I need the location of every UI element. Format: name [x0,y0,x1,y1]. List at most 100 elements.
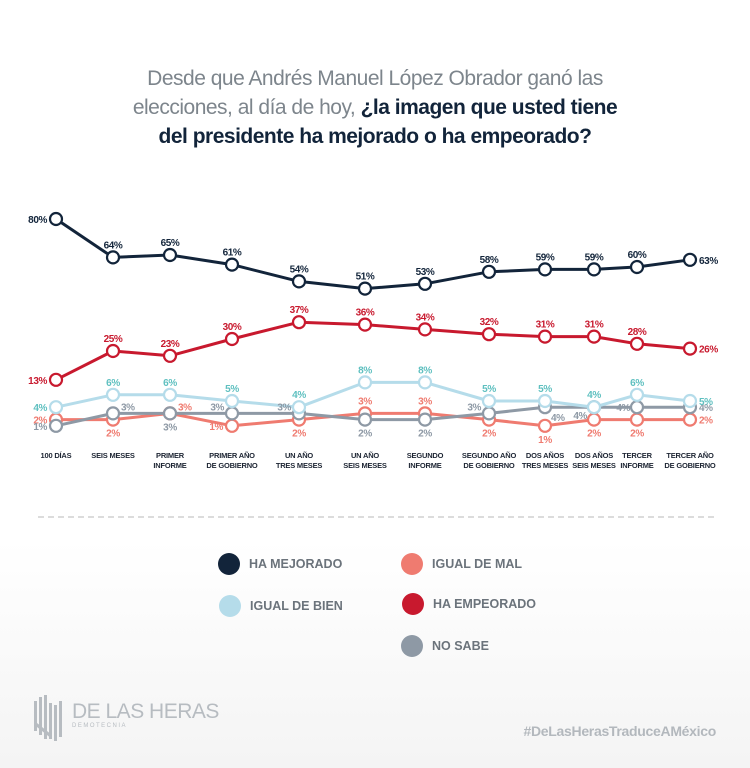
data-label-igual-de-bien: 5% [482,384,496,395]
data-label-ha-empeorado: 31% [536,320,555,331]
data-point-igual-de-bien [357,375,373,390]
logo-name: DE LAS HERAS [72,700,219,723]
legend-swatch-igual-de-bien [219,595,241,617]
data-label-igual-de-mal: 2% [587,429,601,440]
title-line-2: elecciones, al día de hoy, ¿la imagen qu… [0,93,750,122]
x-tick-label: PRIMER INFORME [153,451,186,470]
data-point-igual-de-mal [629,412,645,427]
data-label-ha-mejorado: 54% [290,264,309,275]
data-label-ha-empeorado: 30% [223,322,242,333]
legend-item-igual-de-mal: IGUAL DE MAL [401,553,522,575]
x-tick-label: SEIS MESES [91,451,135,460]
data-label-ha-mejorado: 58% [480,255,499,266]
data-point-igual-de-bien [417,375,433,390]
data-point-ha-empeorado [291,315,307,330]
data-label-igual-de-mal: 3% [418,396,432,407]
legend-label: HA EMPEORADO [433,597,537,611]
data-point-ha-empeorado [48,372,64,387]
data-point-igual-de-bien [291,400,307,415]
title-line-3: del presidente ha mejorado o ha empeorad… [0,122,750,151]
legend-item-ha-empeorado: HA EMPEORADO [402,593,536,615]
x-tick-label: UN AÑO SEIS MESES [343,451,387,470]
data-point-ha-mejorado [682,252,698,267]
x-tick-label: 100 DÍAS [41,451,72,460]
x-tick-label: DOS AÑOS SEIS MESES [572,451,616,470]
data-label-igual-de-mal: 2% [699,416,713,427]
data-label-ha-mejorado: 61% [223,248,242,259]
data-label-ha-mejorado: 51% [356,272,375,283]
data-label-igual-de-mal: 1% [538,435,552,446]
data-point-ha-mejorado [48,211,64,227]
x-tick-label: PRIMER AÑO DE GOBIERNO [206,451,258,470]
legend-swatch-ha-empeorado [402,593,424,615]
data-label-igual-de-bien: 4% [587,390,601,401]
hashtag: #DeLasHerasTraduceAMéxico [523,723,717,739]
data-point-ha-mejorado [357,281,373,296]
data-label-no-sabe: 2% [358,429,372,440]
data-point-ha-mejorado [629,259,645,275]
data-label-igual-de-mal: 2% [33,416,47,427]
data-point-ha-mejorado [105,250,121,265]
data-label-ha-mejorado: 80% [28,215,47,226]
legend-item-no-sabe: NO SABE [401,635,489,657]
title-line-1: Desde que Andrés Manuel López Obrador ga… [147,67,603,90]
legend-swatch-no-sabe [401,635,423,657]
data-point-igual-de-bien [586,400,602,415]
data-label-no-sabe: 4% [551,413,565,424]
data-point-no-sabe [357,412,373,427]
data-label-ha-mejorado: 59% [536,252,555,263]
data-label-igual-de-mal: 2% [106,429,120,440]
data-label-igual-de-bien: 8% [418,365,432,376]
data-label-ha-empeorado: 26% [699,345,718,356]
data-point-igual-de-bien [105,387,121,402]
title-line-2-bold: ¿la imagen que usted tiene [360,96,618,119]
data-point-ha-empeorado [481,327,497,342]
legend-item-ha-mejorado: HA MEJORADO [218,553,342,575]
series-line-no-sabe [55,405,690,428]
data-label-ha-empeorado: 31% [585,320,604,331]
data-point-no-sabe [105,406,121,421]
data-point-ha-mejorado [417,276,433,291]
data-label-no-sabe: 4% [573,411,587,422]
legend-label: IGUAL DE BIEN [250,599,343,613]
legend-label: HA MEJORADO [249,557,343,571]
data-point-no-sabe [224,406,240,421]
series-points [48,211,698,433]
data-label-ha-mejorado: 64% [104,240,123,251]
data-label-no-sabe: 3% [210,402,224,413]
data-point-no-sabe [162,406,178,421]
x-tick-label: SEGUNDO AÑO DE GOBIERNO [462,451,517,470]
x-tick-label: DOS AÑOS TRES MESES [522,451,569,470]
data-label-ha-empeorado: 37% [290,305,309,316]
data-label-no-sabe: 2% [418,429,432,440]
data-label-ha-empeorado: 23% [161,339,180,350]
data-label-igual-de-mal: 2% [292,429,306,440]
series-lines [55,217,691,428]
logo-mark-icon [34,695,62,741]
data-point-ha-mejorado [481,264,497,279]
data-label-no-sabe: 3% [163,422,177,433]
data-point-igual-de-mal [537,418,553,433]
data-label-igual-de-bien: 6% [106,378,120,389]
legend-item-igual-de-bien: IGUAL DE BIEN [219,595,343,617]
logo-text: DE LAS HERAS DEMOTECNIA [72,700,219,730]
legend-label: NO SABE [432,639,489,653]
data-point-ha-empeorado [224,331,240,347]
x-axis-labels: 100 DÍAS SEIS MESES PRIMER INFORME PRIMER AÑ… [41,451,717,470]
data-label-igual-de-mal: 2% [482,429,496,440]
data-label-igual-de-bien: 4% [292,390,306,401]
data-label-igual-de-mal: 2% [630,429,644,440]
x-tick-label: TERCER INFORME [620,451,653,470]
series-line-ha-empeorado [55,320,691,382]
data-label-igual-de-bien: 8% [358,365,372,376]
x-tick-label: TERCER AÑO DE GOBIERNO [664,451,716,470]
brand-logo: DE LAS HERAS DEMOTECNIA [32,693,219,743]
data-point-igual-de-bien [48,400,64,415]
data-label-igual-de-bien: 5% [225,384,239,395]
data-label-ha-empeorado: 13% [28,376,47,387]
x-tick-label: SEGUNDO INFORME [407,451,444,470]
data-point-no-sabe [629,400,645,415]
data-label-igual-de-mal: 3% [358,396,372,407]
data-point-igual-de-bien [481,393,497,409]
data-point-ha-empeorado [682,341,698,356]
